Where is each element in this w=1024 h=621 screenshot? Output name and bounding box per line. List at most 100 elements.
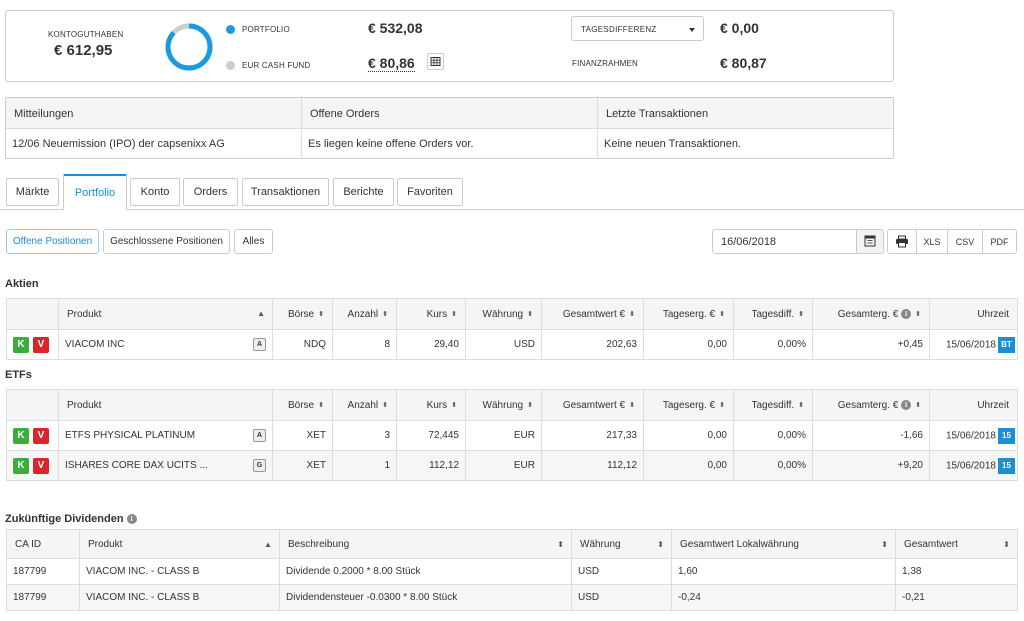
col-tageserg[interactable]: Tageserg. € ⬍ [643, 298, 734, 330]
sort-icon: ⬍ [318, 310, 324, 318]
sell-button[interactable]: V [33, 427, 49, 444]
col-gesamterg[interactable]: Gesamterg. € i ⬍ [812, 298, 930, 330]
sort-icon: ⬍ [451, 401, 457, 409]
col-gesamtwert[interactable]: Gesamtwert ⬍ [895, 529, 1018, 559]
col-waehrung[interactable]: Währung ⬍ [465, 389, 542, 421]
sort-icon: ⬍ [1003, 540, 1010, 549]
export-csv-button[interactable]: CSV [947, 229, 983, 254]
mitteilungen-header: Mitteilungen [6, 98, 301, 129]
portfolio-value: € 532,08 [368, 20, 423, 36]
col-gesamtwert[interactable]: Gesamtwert € ⬍ [541, 389, 644, 421]
messages-panel: Mitteilungen 12/06 Neuemission (IPO) der… [5, 97, 894, 159]
info-icon: i [901, 308, 912, 319]
offene-orders-text: Es liegen keine offene Orders vor. [308, 138, 474, 150]
col-uhrzeit: Uhrzeit [929, 389, 1018, 421]
tagesdifferenz-select[interactable]: TAGESDIFFERENZ [571, 16, 704, 41]
sort-icon: ⬍ [557, 540, 564, 549]
exchange-badge: 15 [998, 457, 1015, 474]
col-tagesdiff[interactable]: Tagesdiff. ⬍ [733, 298, 813, 330]
sell-button[interactable]: V [33, 457, 49, 474]
market-badge: A [253, 429, 266, 442]
produkt-cell[interactable]: ISHARES CORE DAX UCITS ... G [58, 450, 273, 481]
letzte-transaktionen-text: Keine neuen Transaktionen. [604, 138, 741, 150]
info-icon[interactable]: i [126, 514, 137, 525]
col-anzahl[interactable]: Anzahl ⬍ [332, 389, 397, 421]
calendar-icon [864, 235, 876, 247]
col-tagesdiff[interactable]: Tagesdiff. ⬍ [733, 389, 813, 421]
cash-fund-label: EUR CASH FUND [242, 61, 311, 70]
export-xls-button[interactable]: XLS [916, 229, 948, 254]
tab-portfolio[interactable]: Portfolio [63, 174, 127, 210]
calculator-icon[interactable] [427, 53, 444, 70]
main-tabs: Märkte Portfolio Konto Orders Transaktio… [0, 174, 1024, 210]
offene-positionen-button[interactable]: Offene Positionen [6, 229, 99, 254]
portfolio-label: PORTFOLIO [242, 25, 290, 34]
sort-icon: ⬍ [657, 540, 664, 549]
export-pdf-button[interactable]: PDF [982, 229, 1017, 254]
col-produkt[interactable]: Produkt ▲ [58, 298, 273, 330]
produkt-cell[interactable]: VIACOM INC A [58, 329, 273, 360]
tab-orders[interactable]: Orders [183, 178, 238, 206]
donut-portfolio-segment [165, 23, 213, 71]
col-kurs[interactable]: Kurs ⬍ [396, 298, 466, 330]
etfs-table: Produkt Börse ⬍ Anzahl ⬍ Kurs ⬍ Währung ⬍ Ge… [6, 389, 1018, 481]
mitteilungen-text[interactable]: 12/06 Neuemission (IPO) der capsenixx AG [12, 138, 225, 150]
col-tageserg[interactable]: Tageserg. € ⬍ [643, 389, 734, 421]
chevron-down-icon [689, 28, 695, 32]
sell-button[interactable]: V [33, 336, 49, 353]
tab-konto[interactable]: Konto [130, 178, 180, 206]
exchange-badge: BT [998, 336, 1015, 353]
sort-up-icon: ▲ [257, 309, 265, 318]
cash-fund-value[interactable]: € 80,86 [368, 55, 415, 72]
sort-icon: ⬍ [719, 310, 725, 318]
col-kurs[interactable]: Kurs ⬍ [396, 389, 466, 421]
portfolio-donut-chart [165, 23, 213, 71]
tab-maerkte[interactable]: Märkte [6, 178, 59, 206]
col-gesamtwert[interactable]: Gesamtwert € ⬍ [541, 298, 644, 330]
col-anzahl[interactable]: Anzahl ⬍ [332, 298, 397, 330]
sort-icon: ⬍ [382, 310, 388, 318]
col-waehrung[interactable]: Währung ⬍ [571, 529, 672, 559]
col-produkt[interactable]: Produkt ▲ [79, 529, 280, 559]
date-input[interactable]: 16/06/2018 [712, 229, 857, 254]
col-lokal[interactable]: Gesamtwert Lokalwährung ⬍ [671, 529, 896, 559]
col-produkt[interactable]: Produkt [58, 389, 273, 421]
finanzrahmen-value: € 80,87 [720, 55, 767, 71]
col-waehrung[interactable]: Währung ⬍ [465, 298, 542, 330]
tab-berichte[interactable]: Berichte [333, 178, 394, 206]
buy-button[interactable]: K [13, 336, 29, 353]
buy-button[interactable]: K [13, 427, 29, 444]
market-badge: A [253, 338, 266, 351]
sort-icon: ⬍ [915, 401, 921, 409]
calendar-button[interactable] [856, 229, 884, 254]
col-boerse[interactable]: Börse ⬍ [272, 298, 333, 330]
produkt-cell[interactable]: ETFS PHYSICAL PLATINUM A [58, 420, 273, 451]
alles-button[interactable]: Alles [234, 229, 273, 254]
col-beschreibung[interactable]: Beschreibung ⬍ [279, 529, 572, 559]
info-icon: i [901, 399, 912, 410]
table-header-row: Produkt ▲ Börse ⬍ Anzahl ⬍ Kurs ⬍ Währung ⬍ G… [6, 298, 1018, 330]
offene-orders-header: Offene Orders [302, 98, 597, 129]
col-gesamterg[interactable]: Gesamterg. € i ⬍ [812, 389, 930, 421]
tab-favoriten[interactable]: Favoriten [397, 178, 463, 206]
aktien-table: Produkt ▲ Börse ⬍ Anzahl ⬍ Kurs ⬍ Währung ⬍ G… [6, 298, 1018, 360]
tab-transaktionen[interactable]: Transaktionen [242, 178, 329, 206]
dividenden-section-title: Zukünftige Dividenden i [5, 513, 137, 525]
sort-icon: ⬍ [382, 401, 388, 409]
buy-button[interactable]: K [13, 457, 29, 474]
sort-up-icon: ▲ [264, 540, 272, 549]
sort-icon: ⬍ [915, 310, 921, 318]
col-boerse[interactable]: Börse ⬍ [272, 389, 333, 421]
table-header-row: Produkt Börse ⬍ Anzahl ⬍ Kurs ⬍ Währung ⬍ Ge… [6, 389, 1018, 421]
sort-icon: ⬍ [719, 401, 725, 409]
tagesdifferenz-value: € 0,00 [720, 20, 759, 36]
sort-icon: ⬍ [881, 540, 888, 549]
letzte-transaktionen-header: Letzte Transaktionen [598, 98, 893, 129]
kontoguthaben-label: KONTOGUTHABEN [48, 30, 124, 39]
print-button[interactable] [887, 229, 917, 254]
geschlossene-positionen-button[interactable]: Geschlossene Positionen [103, 229, 230, 254]
letzte-transaktionen-column: Letzte Transaktionen Keine neuen Transak… [598, 98, 893, 158]
kontoguthaben-value: € 612,95 [54, 42, 113, 59]
